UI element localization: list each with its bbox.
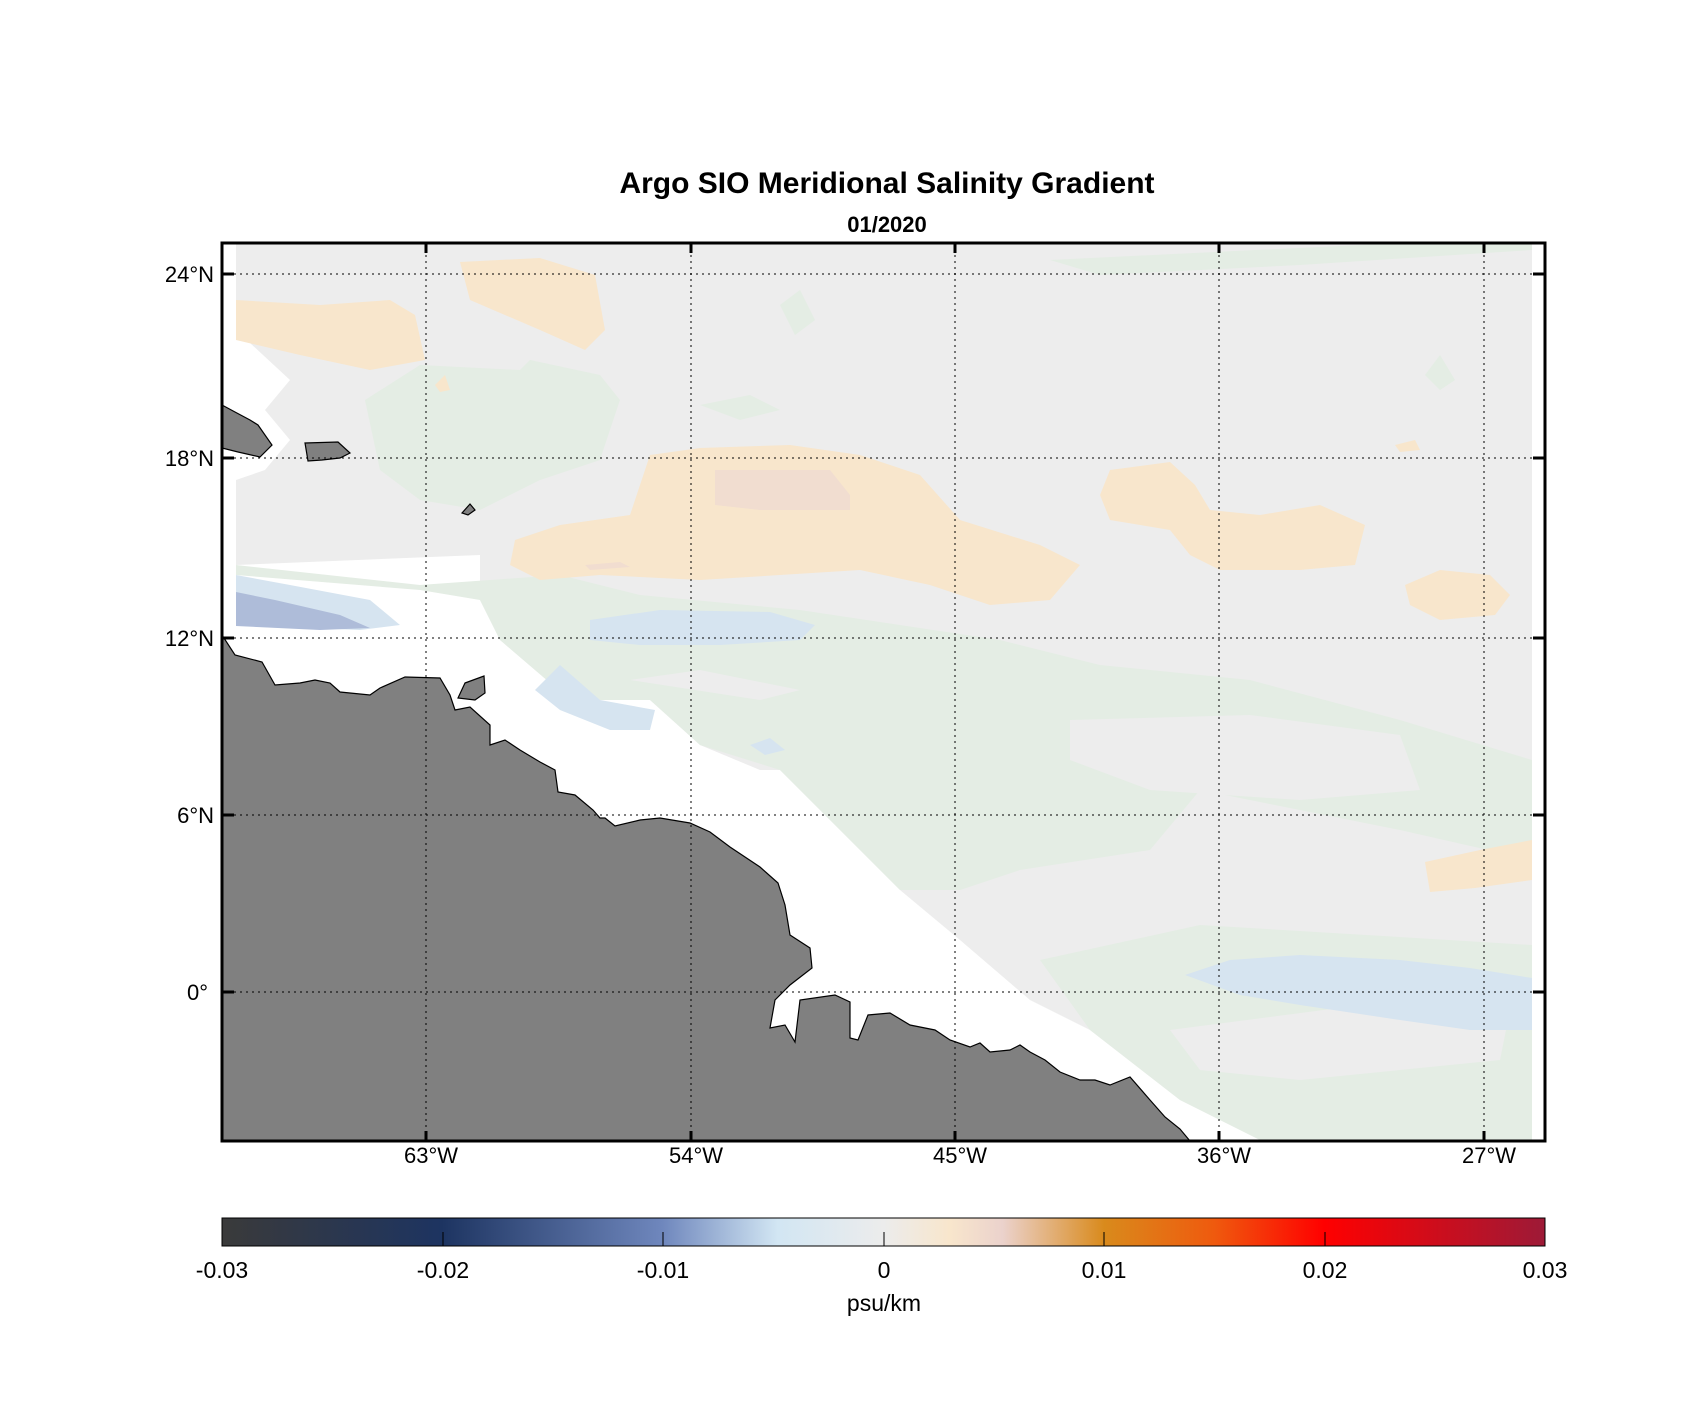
salinity-field <box>222 243 1545 1141</box>
colorbar-tick-label: -0.03 <box>196 1257 248 1283</box>
lat-tick-label: 18°N <box>165 446 214 471</box>
weak-negative-blue-patch <box>535 665 655 730</box>
weak-negative-green-patch <box>700 395 780 420</box>
moderate-negative-patch <box>236 592 370 630</box>
weak-positive-patch <box>1100 462 1365 570</box>
colorbar-ticks <box>442 1232 1326 1246</box>
weak-positive-patch <box>236 300 425 370</box>
colorbar-label: psu/km <box>847 1290 921 1316</box>
neutral-streak <box>630 670 800 700</box>
lat-tick-label: 0° <box>187 980 208 1005</box>
lat-tick-label: 12°N <box>165 626 214 651</box>
colorbar-tick-label: 0.02 <box>1303 1257 1348 1283</box>
lon-tick-label: 27°W <box>1462 1143 1516 1168</box>
weak-positive-patch <box>510 445 1080 605</box>
lon-tick-label: 54°W <box>669 1143 723 1168</box>
weak-negative-blue-patch <box>750 738 785 755</box>
weak-negative-blue-patch <box>1185 955 1532 1030</box>
weak-negative-green-patch <box>780 290 815 335</box>
puerto-rico-land <box>304 441 352 462</box>
lat-tick-label: 24°N <box>165 262 214 287</box>
colorbar-tick-label: 0 <box>878 1257 891 1283</box>
weak-negative-blue-patch <box>590 610 815 645</box>
trinidad-land <box>457 675 486 701</box>
land-mass <box>222 404 1191 1141</box>
map-frame <box>220 241 1547 1143</box>
neutral-streak <box>1070 715 1420 800</box>
weak-negative-green-patch <box>1050 243 1532 275</box>
colorbar-tick-label: -0.01 <box>637 1257 689 1283</box>
lon-tick-label: 45°W <box>933 1143 987 1168</box>
south-america-land <box>222 633 1191 1141</box>
guadeloupe-land <box>460 503 476 516</box>
moderate-positive-patch <box>715 470 850 510</box>
colorbar-tick-label: 0.03 <box>1523 1257 1568 1283</box>
graticule <box>222 243 1545 1141</box>
moderate-positive-patch <box>585 562 630 570</box>
weak-positive-patch <box>1405 570 1510 620</box>
weak-negative-green-patch <box>1425 355 1455 390</box>
weak-positive-patch <box>1395 440 1420 452</box>
colorbar-tick-label: 0.01 <box>1082 1257 1127 1283</box>
map-subtitle: 01/2020 <box>847 212 927 237</box>
lon-tick-label: 63°W <box>404 1143 458 1168</box>
colorbar: -0.03 -0.02 -0.01 0 0.01 0.02 0.03 psu/k… <box>196 1217 1568 1316</box>
weak-positive-patch <box>1425 840 1532 892</box>
lon-tick-label: 36°W <box>1197 1143 1251 1168</box>
hispaniola-land <box>222 404 273 458</box>
weak-positive-patch <box>460 258 605 350</box>
tick-marks <box>222 243 1545 1141</box>
weak-positive-patch <box>435 375 450 392</box>
weak-negative-green-patch <box>365 360 620 510</box>
map-title: Argo SIO Meridional Salinity Gradient <box>619 167 1154 200</box>
weak-negative-green-patch <box>236 565 1532 890</box>
colorbar-tick-label: -0.02 <box>417 1257 469 1283</box>
lat-tick-label: 6°N <box>177 803 214 828</box>
